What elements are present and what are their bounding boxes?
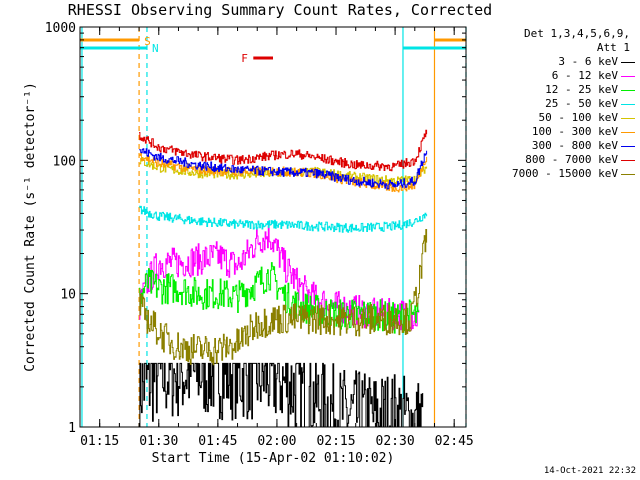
legend-swatch (621, 173, 635, 175)
y-tick-label-3: 1000 (45, 21, 76, 36)
flag-markers: SN F (144, 35, 248, 65)
legend-entry-label: 300 - 800 keV (531, 139, 618, 152)
axes-box (79, 26, 467, 428)
legend-swatch (621, 75, 635, 77)
chart-title: RHESSI Observing Summary Count Rates, Co… (67, 1, 493, 19)
legend-entry-8: 7000 - 15000 keV (478, 167, 638, 181)
legend-entry-7: 800 - 7000 keV (478, 153, 638, 167)
x-tick-label-3: 02:00 (257, 434, 296, 449)
legend-entry-5: 100 - 300 keV (478, 125, 638, 139)
axis-ticks: 01:15 01:30 01:45 02:00 02:15 02:30 02:45 1 10 10… (23, 21, 474, 466)
x-tick-label-4: 02:15 (316, 434, 355, 449)
legend-swatch (621, 61, 635, 63)
legend-entry-2: 12 - 25 keV (478, 83, 638, 97)
series-7-line (139, 129, 428, 172)
legend-entry-label: 6 - 12 keV (551, 69, 618, 82)
y-tick-label-0: 1 (68, 421, 76, 436)
y-tick-label-1: 10 (60, 288, 76, 303)
legend-entry-6: 300 - 800 keV (478, 139, 638, 153)
legend-entry-label: 25 - 50 keV (545, 97, 618, 110)
x-tick-label-1: 01:30 (139, 434, 178, 449)
legend-swatch (621, 117, 635, 119)
legend-swatch (621, 103, 635, 105)
legend-entry-0: 3 - 6 keV (478, 55, 638, 69)
vertical-marker-lines (80, 27, 467, 427)
legend-header-line-1: Det 1,3,4,5,6,9, (524, 27, 630, 40)
legend-entry-label: 3 - 6 keV (558, 55, 618, 68)
series-3-line (139, 205, 428, 233)
timestamp-footer: 14-Oct-2021 22:32 (543, 466, 636, 476)
legend-swatch (621, 145, 635, 147)
x-tick-label-6: 02:45 (435, 434, 474, 449)
legend-header-line-2: Att 1 (596, 41, 630, 54)
flag-n-label: N (152, 42, 159, 55)
legend: Det 1,3,4,5,6,9, Att 1 3 - 6 keV 6 - 12 k… (478, 27, 638, 181)
x-tick-label-0: 01:15 (80, 434, 119, 449)
flag-f-label: F (241, 52, 248, 65)
legend-swatch (621, 159, 635, 161)
legend-entry-label: 50 - 100 keV (538, 111, 618, 124)
y-axis-label: Corrected Count Rate (s⁻¹ detector⁻¹) (23, 82, 38, 372)
y-tick-label-2: 100 (53, 154, 76, 169)
flag-s-label: S (144, 35, 151, 48)
legend-entry-3: 25 - 50 keV (478, 97, 638, 111)
x-tick-label-2: 01:45 (198, 434, 237, 449)
legend-entry-4: 50 - 100 keV (478, 111, 638, 125)
legend-entry-label: 100 - 300 keV (531, 125, 618, 138)
legend-swatch (621, 131, 635, 133)
x-axis-label: Start Time (15-Apr-02 01:10:02) (152, 451, 395, 466)
series-6-line (139, 148, 428, 190)
series-group (139, 129, 428, 428)
plot-frame (79, 26, 467, 428)
legend-entry-1: 6 - 12 keV (478, 69, 638, 83)
x-tick-label-5: 02:30 (376, 434, 415, 449)
series-8-line (139, 229, 428, 366)
legend-entry-label: 7000 - 15000 keV (512, 167, 618, 180)
legend-entry-label: 12 - 25 keV (545, 83, 618, 96)
legend-swatch (621, 89, 635, 91)
legend-entry-label: 800 - 7000 keV (525, 153, 618, 166)
series-0-line (139, 362, 424, 428)
